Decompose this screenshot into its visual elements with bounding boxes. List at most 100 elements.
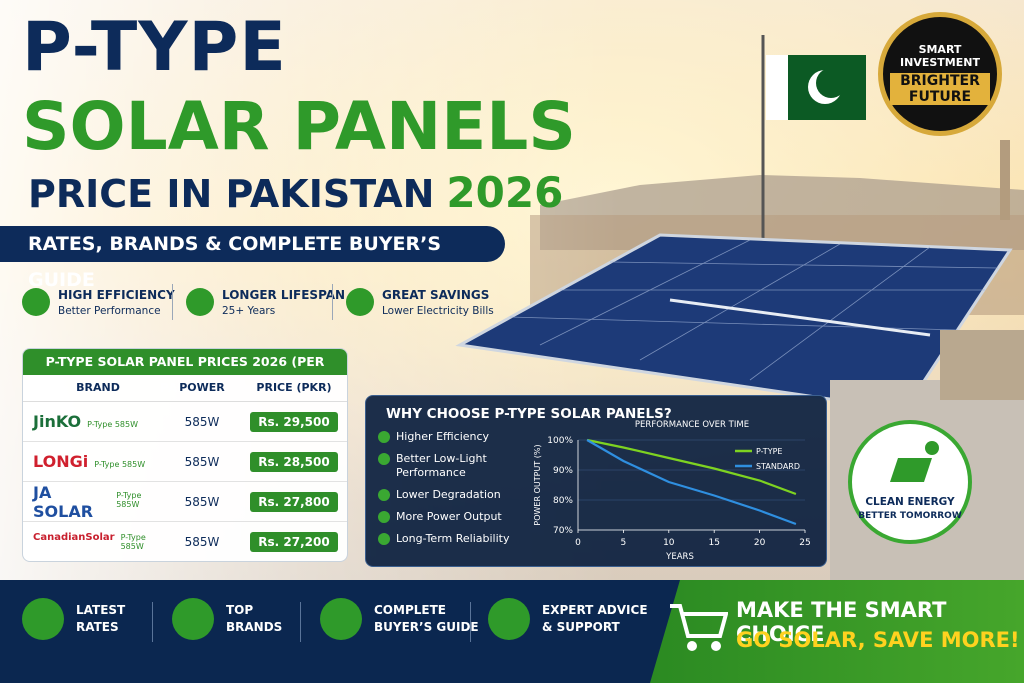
footer-icon (320, 598, 362, 640)
legend-label: P-TYPE (756, 447, 782, 456)
brand-cell: LONGi P-Type 585W (23, 452, 163, 471)
price: Rs. 29,500 (250, 411, 338, 432)
why-text: More Power Output (396, 510, 502, 523)
feature-icon (22, 288, 50, 316)
separator (332, 284, 333, 320)
footer-item: COMPLETE BUYER’S GUIDE (320, 598, 484, 640)
y-tick-label: 100% (547, 436, 573, 446)
performance-chart: PERFORMANCE OVER TIME 70% 80% 90% 100% 0 5 10 15… (533, 420, 811, 562)
why-item: Higher Efficiency (378, 430, 528, 444)
clean-subtitle: BETTER TOMORROW (858, 511, 962, 521)
y-tick-label: 90% (553, 466, 573, 476)
brand-name: JinKO (33, 412, 82, 431)
badge-text: FUTURE (890, 89, 990, 105)
table-title: P-TYPE SOLAR PANEL PRICES 2026 (PER PANE… (23, 349, 347, 395)
why-item: Long-Term Reliability (378, 532, 528, 546)
brand-model: P-Type 585W (87, 420, 139, 429)
table-row: JA SOLAR P-Type 585W 585W Rs. 27,800 (23, 482, 347, 522)
y-axis-label: POWER OUTPUT (%) (533, 444, 542, 525)
why-text: Long-Term Reliability (396, 532, 510, 545)
separator (300, 602, 301, 642)
brand-model: P-Type 585W (120, 533, 146, 551)
badge-text: BRIGHTER (890, 73, 990, 89)
separator (470, 602, 471, 642)
series-line (586, 438, 797, 496)
power-cell: 585W (184, 534, 220, 549)
why-item: More Power Output (378, 510, 528, 524)
brand-name: LONGi (33, 452, 89, 471)
why-text: Higher Efficiency (396, 430, 490, 443)
feature: GREAT SAVINGS Lower Electricity Bills (346, 282, 494, 322)
footer-text: EXPERT ADVICE & SUPPORT (542, 603, 648, 634)
footer-item: TOP BRANDS (172, 598, 286, 640)
price-table: P-TYPE SOLAR PANEL PRICES 2026 (PER PANE… (22, 348, 348, 562)
feature: HIGH EFFICIENCY Better Performance (22, 282, 175, 322)
chart-title: PERFORMANCE OVER TIME (635, 420, 749, 430)
power-cell: 585W (184, 414, 220, 429)
brand-model: P-Type 585W (116, 490, 142, 509)
x-tick-label: 5 (621, 538, 627, 548)
price-cell: Rs. 28,500 (241, 451, 347, 472)
badge-text: SMART INVESTMENT (900, 43, 980, 69)
feature-text: 25+ Years (222, 304, 276, 317)
brand-cell: JinKO P-Type 585W (23, 412, 163, 431)
cta-line-1: MAKE THE SMART CHOICE (736, 598, 947, 646)
feature-text: Lower Electricity Bills (382, 304, 494, 317)
table-body: JinKO P-Type 585W 585W Rs. 29,500 LONGi P-Typ… (23, 402, 347, 561)
cta-line-2: GO SOLAR, SAVE MORE! (736, 628, 1020, 652)
feature-title: GREAT SAVINGS (382, 287, 490, 302)
why-list: Higher Efficiency Better Low-Light Perfor… (378, 430, 528, 554)
title-line-1: P-TYPE (22, 8, 287, 87)
brand-name: JA SOLAR (33, 482, 94, 521)
brand-cell: CanadianSolar P-Type 585W (23, 532, 163, 551)
table-row: JinKO P-Type 585W 585W Rs. 29,500 (23, 402, 347, 442)
footer-icon (172, 598, 214, 640)
title-line-3: PRICE IN PAKISTAN 2026 (28, 168, 563, 217)
cta-panel (650, 580, 1024, 683)
feature-title: LONGER LIFESPAN (222, 287, 346, 302)
footer-text: TOP BRANDS (226, 603, 283, 634)
why-text: Lower Degradation (396, 488, 501, 501)
why-text: Better Low-Light Performance (396, 452, 487, 479)
column-header: PRICE (PKR) (256, 381, 332, 394)
footer-text: LATEST RATES (76, 603, 126, 634)
check-icon (378, 431, 390, 443)
footer-icon (488, 598, 530, 640)
legend-label: STANDARD (756, 462, 800, 471)
clean-energy-badge: CLEAN ENERGY BETTER TOMORROW (848, 420, 972, 544)
x-tick-label: 0 (575, 538, 581, 548)
why-panel: WHY CHOOSE P-TYPE SOLAR PANELS? Higher E… (365, 395, 827, 567)
table-row: CanadianSolar P-Type 585W 585W Rs. 27,200 (23, 522, 347, 561)
column-header: POWER (179, 381, 225, 394)
why-item: Better Low-Light Performance (378, 452, 528, 480)
power-cell: 585W (184, 494, 220, 509)
footer-text: COMPLETE BUYER’S GUIDE (374, 603, 479, 634)
brand-model: P-Type 585W (94, 460, 146, 469)
check-icon (378, 489, 390, 501)
separator (172, 284, 173, 320)
brand-name: CanadianSolar (33, 532, 115, 543)
title-text: PRICE IN PAKISTAN (28, 172, 435, 216)
y-tick-label: 70% (553, 526, 573, 536)
clean-title: CLEAN ENERGY (865, 496, 955, 508)
x-tick-label: 25 (799, 538, 810, 548)
series-line (586, 439, 797, 526)
title-year: 2026 (446, 168, 564, 217)
price-cell: Rs. 27,800 (241, 491, 347, 512)
price-cell: Rs. 29,500 (241, 411, 347, 432)
feature-text: Better Performance (58, 304, 161, 317)
feature-title: HIGH EFFICIENCY (58, 287, 175, 302)
x-tick-label: 20 (754, 538, 766, 548)
why-title: WHY CHOOSE P-TYPE SOLAR PANELS? (386, 406, 672, 422)
footer-icon (22, 598, 64, 640)
column-header: BRAND (76, 381, 120, 394)
feature-icon (186, 288, 214, 316)
x-tick-label: 10 (663, 538, 675, 548)
feature-icon (346, 288, 374, 316)
price: Rs. 27,200 (250, 531, 338, 552)
brand-cell: JA SOLAR P-Type 585W (23, 483, 163, 521)
x-axis-label: YEARS (665, 552, 694, 562)
subtitle-pill: RATES, BRANDS & COMPLETE BUYER’S GUIDE (0, 226, 505, 291)
